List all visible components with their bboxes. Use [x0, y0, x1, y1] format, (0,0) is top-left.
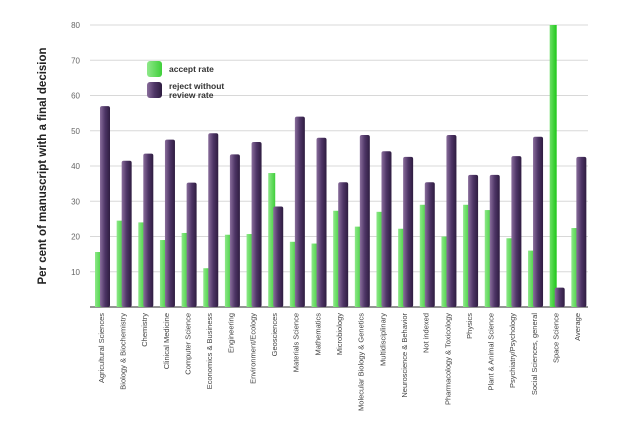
- bar-reject-rate: [446, 134, 457, 307]
- bar-reject-rate: [533, 136, 544, 307]
- x-tick-label: Materials Science: [292, 313, 301, 372]
- bar-accept-rate: [354, 226, 362, 307]
- bar-accept-rate: [549, 25, 557, 307]
- bar-accept-rate: [333, 210, 341, 307]
- x-tick-label: Molecular Biology & Genetics: [357, 313, 366, 411]
- bar-accept-rate: [528, 250, 536, 307]
- legend: accept rate reject without review rate: [147, 61, 224, 100]
- bar-accept-rate: [246, 234, 254, 307]
- y-tick-label: 80: [71, 21, 80, 30]
- bar-accept-rate: [203, 268, 211, 307]
- bar-accept-rate: [571, 228, 579, 307]
- bar-accept-rate: [376, 211, 384, 307]
- bar-reject-rate: [316, 137, 327, 307]
- bar-reject-rate: [100, 106, 110, 307]
- x-tick-label: Clinical Medicine: [162, 313, 171, 369]
- bar-reject-rate: [186, 182, 197, 307]
- bar-accept-rate: [484, 210, 492, 307]
- y-tick-label: 70: [71, 56, 80, 65]
- x-tick-label: Computer Science: [183, 313, 192, 375]
- y-tick-label: 50: [71, 127, 80, 136]
- legend-swatch-reject: [147, 82, 162, 98]
- bar-accept-rate: [289, 241, 297, 307]
- bar-accept-rate: [268, 173, 276, 307]
- bar-reject-rate: [273, 206, 284, 307]
- x-tick-label: Engineering: [227, 313, 236, 353]
- x-tick-label: Social Sciences, general: [530, 313, 539, 395]
- bar-accept-rate: [311, 243, 319, 307]
- bar-reject-rate: [121, 160, 132, 307]
- y-tick-label: 30: [71, 197, 80, 206]
- x-tick-label: Chemistry: [140, 313, 149, 347]
- bar-reject-rate: [554, 287, 565, 307]
- bar-accept-rate: [181, 232, 189, 307]
- x-tick-label: Multidisciplinary: [378, 313, 387, 366]
- bar-accept-rate: [463, 204, 471, 307]
- bar-reject-rate: [489, 174, 500, 307]
- x-tick-label: Agricultural Sciences: [97, 313, 106, 383]
- bar-accept-rate: [95, 252, 102, 307]
- bar-reject-rate: [424, 182, 435, 307]
- bar-accept-rate: [116, 220, 124, 307]
- bar-reject-rate: [251, 142, 262, 307]
- bar-reject-rate: [229, 154, 240, 307]
- bar-accept-rate: [159, 240, 167, 307]
- bar-accept-rate: [398, 228, 406, 307]
- bar-reject-rate: [381, 151, 392, 307]
- y-tick-label: 20: [71, 233, 80, 242]
- x-tick-label: Economics & Business: [205, 313, 214, 390]
- bar-accept-rate: [506, 238, 514, 307]
- x-tick-label: Neuroscience & Behavior: [400, 313, 409, 398]
- x-tick-label: Average: [573, 313, 582, 341]
- bar-accept-rate: [419, 204, 427, 307]
- x-tick-label: Plant & Animal Science: [487, 313, 496, 391]
- bar-reject-rate: [359, 134, 370, 307]
- x-tick-label: Pharmacology & Toxicology: [443, 313, 452, 405]
- legend-swatch-accept: [147, 61, 162, 77]
- bar-reject-rate: [576, 156, 587, 307]
- legend-label-reject: reject without review rate: [169, 81, 224, 100]
- bar-accept-rate: [138, 222, 146, 307]
- bar-reject-rate: [208, 133, 219, 307]
- x-tick-label: Physics: [465, 313, 474, 339]
- y-tick-label: 60: [71, 92, 80, 101]
- x-tick-label: Environment/Ecology: [248, 313, 257, 384]
- bar-reject-rate: [164, 139, 175, 307]
- x-tick-label: Microbiology: [335, 313, 344, 355]
- bar-accept-rate: [441, 236, 449, 307]
- bar-reject-rate: [403, 156, 414, 307]
- x-tick-label: Biology & Biochemistry: [118, 313, 127, 390]
- bar-reject-rate: [143, 153, 154, 307]
- x-tick-label: Not indexed: [422, 313, 431, 353]
- x-tick-label: Geosciences: [270, 313, 279, 357]
- x-tick-label: Psychiatry/Psychology: [508, 313, 517, 388]
- y-tick-label: 10: [71, 268, 80, 277]
- legend-label-accept: accept rate: [169, 64, 214, 74]
- bar-accept-rate: [224, 234, 232, 307]
- x-tick-label: Mathematics: [313, 313, 322, 356]
- y-tick-label: 40: [71, 162, 80, 171]
- bar-reject-rate: [338, 182, 349, 307]
- bar-reject-rate: [511, 156, 522, 307]
- bar-reject-rate: [468, 174, 479, 307]
- x-tick-label: Space Science: [552, 313, 561, 363]
- bar-reject-rate: [294, 116, 305, 308]
- y-axis-label: Per cent of manuscript with a final deci…: [37, 47, 49, 284]
